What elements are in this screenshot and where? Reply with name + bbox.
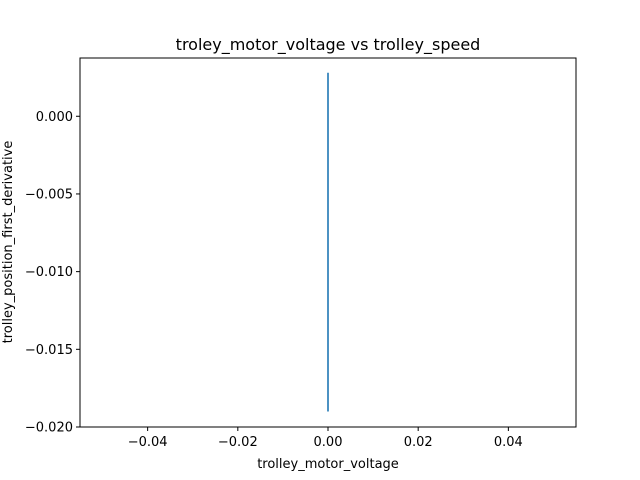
y-tick-label: −0.010 <box>25 265 73 280</box>
x-axis-ticks: −0.04 −0.02 0.00 0.02 0.04 <box>128 427 523 450</box>
chart-title: troley_motor_voltage vs trolley_speed <box>176 35 481 55</box>
y-axis-label: trolley_position_first_derivative <box>1 141 16 344</box>
x-tick-label: 0.02 <box>404 435 433 450</box>
y-tick-label: −0.020 <box>25 421 73 436</box>
y-tick-label: −0.005 <box>25 187 73 202</box>
x-tick-label: −0.02 <box>218 435 258 450</box>
x-axis-label: trolley_motor_voltage <box>257 457 399 472</box>
y-tick-label: −0.015 <box>25 343 73 358</box>
x-tick-label: 0.04 <box>494 435 523 450</box>
y-axis-ticks: 0.000 −0.005 −0.010 −0.015 −0.020 <box>25 110 80 436</box>
x-tick-label: 0.00 <box>314 435 343 450</box>
x-tick-label: −0.04 <box>128 435 168 450</box>
y-tick-label: 0.000 <box>36 110 73 125</box>
